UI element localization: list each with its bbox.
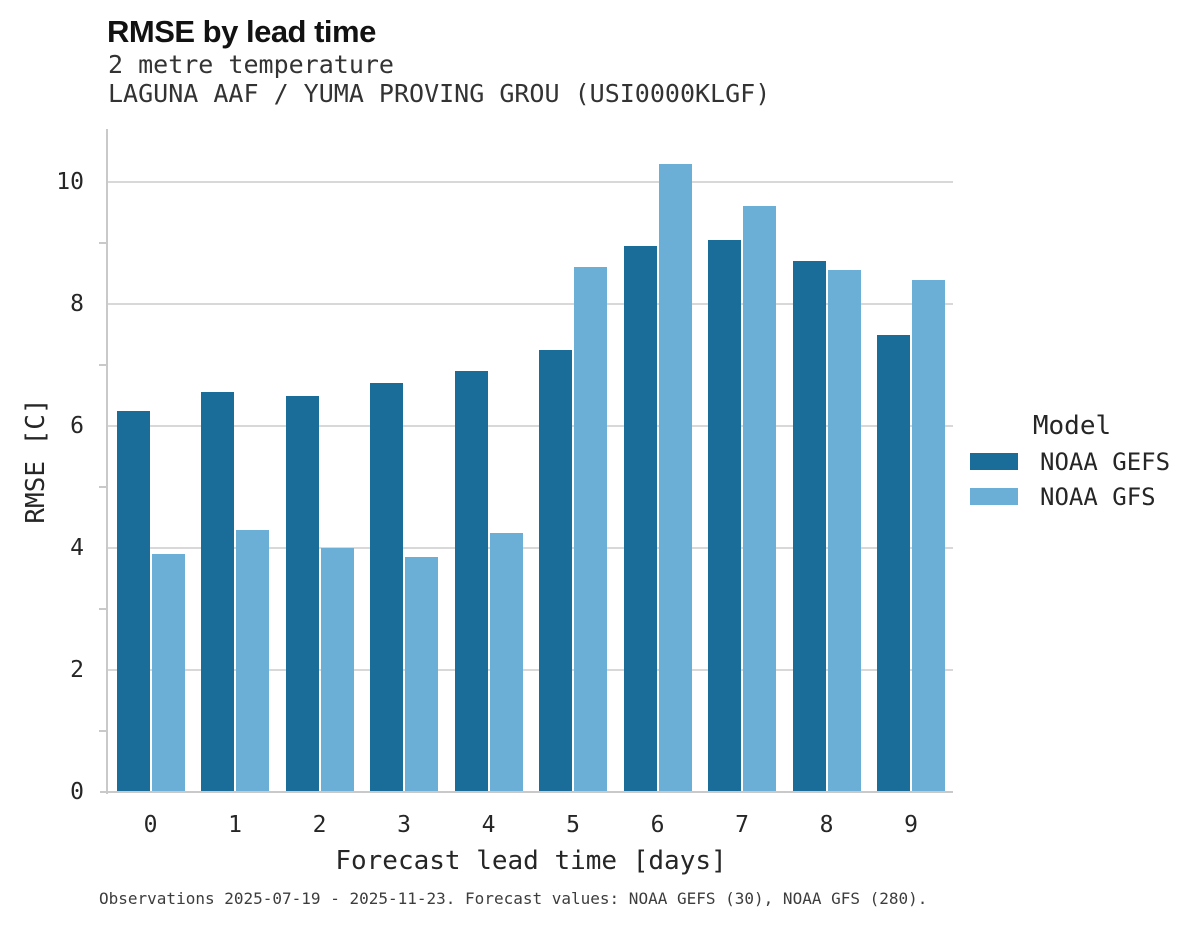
x-tick-label-5: 5 (566, 812, 580, 838)
legend-label-noaa-gfs: NOAA GFS (1040, 483, 1156, 511)
y-tick-label-10: 10 (56, 169, 84, 195)
bar-noaa-gefs-lead-5 (539, 349, 572, 792)
bar-noaa-gefs-lead-3 (370, 383, 403, 792)
x-tick-label-3: 3 (397, 812, 411, 838)
y-minor-tick-9 (99, 242, 108, 244)
chart-subtitle-variable: 2 metre temperature (108, 50, 394, 79)
legend-title: Model (1032, 411, 1112, 441)
y-gridline-10 (108, 181, 953, 183)
bar-noaa-gfs-lead-8 (827, 270, 861, 792)
y-gridline-8 (108, 303, 953, 305)
y-tick-label-2: 2 (70, 657, 84, 683)
bar-noaa-gefs-lead-8 (792, 261, 826, 792)
y-tick-label-4: 4 (70, 535, 84, 561)
y-minor-tick-1 (99, 730, 108, 732)
y-tick-label-0: 0 (70, 779, 84, 805)
x-tick-label-6: 6 (650, 812, 665, 838)
chart-title: RMSE by lead time (107, 14, 376, 49)
bar-noaa-gfs-lead-0 (151, 554, 185, 792)
x-tick-label-4: 4 (481, 812, 496, 838)
bar-noaa-gefs-lead-1 (201, 392, 234, 792)
y-axis-title: RMSE [C] (21, 398, 51, 524)
bar-noaa-gefs-lead-6 (623, 246, 657, 792)
caption-observations: Observations 2025-07-19 - 2025-11-23. Fo… (99, 889, 928, 908)
x-axis-line (100, 791, 953, 793)
y-minor-tick-7 (99, 364, 108, 366)
x-tick-label-8: 8 (819, 812, 834, 838)
y-minor-tick-5 (99, 486, 108, 488)
legend-swatch-noaa-gfs (970, 488, 1018, 505)
bar-noaa-gefs-lead-9 (877, 334, 910, 792)
bar-noaa-gefs-lead-2 (285, 395, 319, 792)
y-gridline-6 (108, 425, 953, 427)
legend-swatch-noaa-gefs (970, 453, 1018, 470)
y-gridline-2 (108, 669, 953, 671)
x-tick-label-7: 7 (735, 812, 749, 838)
bar-noaa-gfs-lead-9 (912, 279, 945, 792)
x-tick-label-0: 0 (143, 812, 158, 838)
x-tick-label-9: 9 (904, 812, 918, 838)
bar-noaa-gfs-lead-5 (574, 267, 607, 792)
bar-noaa-gfs-lead-1 (236, 529, 269, 792)
bar-noaa-gfs-lead-7 (743, 206, 776, 792)
bar-noaa-gefs-lead-0 (116, 410, 150, 792)
y-tick-label-8: 8 (70, 291, 84, 317)
x-tick-label-2: 2 (312, 812, 327, 838)
x-axis-title: Forecast lead time [days] (335, 846, 727, 876)
bar-noaa-gefs-lead-7 (708, 239, 741, 792)
legend-label-noaa-gefs: NOAA GEFS (1040, 448, 1171, 476)
bar-noaa-gfs-lead-4 (489, 532, 523, 792)
bar-noaa-gfs-lead-6 (658, 163, 692, 792)
bar-noaa-gfs-lead-3 (405, 557, 438, 792)
y-minor-tick-3 (99, 608, 108, 610)
y-axis-spine (106, 129, 108, 794)
y-gridline-4 (108, 547, 953, 549)
chart-subtitle-station: LAGUNA AAF / YUMA PROVING GROU (USI0000K… (108, 79, 771, 108)
bar-noaa-gefs-lead-4 (454, 371, 488, 792)
x-tick-label-1: 1 (228, 812, 242, 838)
y-tick-label-6: 6 (70, 413, 84, 439)
bar-noaa-gfs-lead-2 (320, 548, 354, 792)
